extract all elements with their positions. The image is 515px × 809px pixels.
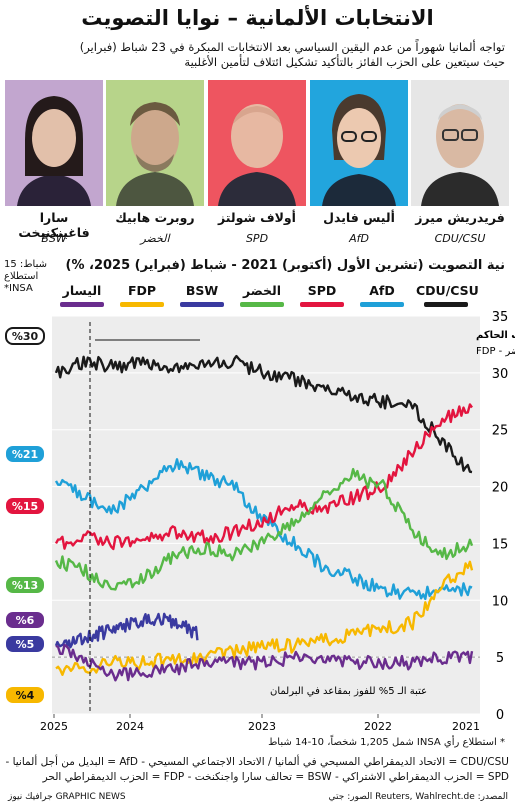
chart-title: نية التصويت (تشرين الأول (أكتوبر) 2021 -… (65, 258, 506, 273)
x-axis-ticks: 2021 2022 2023 2024 2025 (40, 714, 480, 733)
abbreviations-line-1: CDU/CSU = الاتحاد الديمقراطي المسيحي في … (5, 756, 509, 768)
candidate-photo-habeck (106, 80, 204, 206)
source-credit: المصدر: Reuters, Wahlrecht.de الصور: جتي (328, 792, 508, 802)
series-line-left (55, 643, 474, 682)
candidate-photo-wagenknecht (5, 80, 103, 206)
y-tick-label: 0 (496, 708, 504, 723)
series-line-green (54, 467, 474, 591)
candidate-photo-weidel (310, 80, 408, 206)
candidate-photo-merz (411, 80, 509, 206)
legend-swatch-bsw (180, 302, 224, 307)
legend-swatch-afd (360, 302, 404, 307)
subtitle-line-2: حيث سيتعين على الحزب الفائز بالتأكيد تشك… (184, 55, 505, 69)
latest-value-labels: %30 %21 %15 %13 %6 %5 %4 (5, 327, 45, 703)
series-line-bsw (54, 612, 199, 649)
x-tick-label: 2021 (452, 720, 480, 733)
x-tick-label: 2024 (116, 720, 144, 733)
footnote: * استطلاع رأي INSA شمل 1,205 شخصاً، 10-1… (268, 737, 505, 748)
latest-label-left: %6 (16, 614, 35, 627)
latest-badge-bsw (6, 636, 44, 652)
latest-badge-spd (6, 498, 44, 514)
latest-label-spd: %15 (12, 500, 38, 513)
legend-label-fdp: FDP (127, 283, 157, 298)
x-tick-label: 2022 (364, 720, 392, 733)
y-tick-label: 10 (492, 594, 509, 609)
candidate-name-merz: فريدريش ميرز (415, 210, 505, 225)
candidate-party-merz: CDU/CSU (434, 232, 486, 245)
legend-swatch-cdu (424, 302, 468, 307)
y-tick-label: 20 (492, 481, 509, 496)
latest-label-bsw: %5 (16, 638, 35, 651)
brand-credit: جرافيك نيوز GRAPHIC NEWS (8, 792, 126, 802)
series-line-afd (54, 458, 473, 601)
y-tick-label: 5 (496, 651, 504, 666)
legend-swatch-green (240, 302, 284, 307)
legend-label-green: الخضر (242, 283, 282, 298)
candidate-name-scholz: أولاف شولتز (218, 210, 296, 225)
latest-label-fdp: %4 (16, 689, 35, 702)
legend-label-cdu: CDU/CSU (416, 283, 479, 298)
legend-swatch-spd (300, 302, 344, 307)
candidate-name-wagenknecht: سارا فاغينكنيخت (18, 210, 90, 240)
latest-badge-fdp (6, 687, 44, 703)
x-tick-label: 2023 (248, 720, 276, 733)
candidate-name-weidel: أليس فايدل (323, 210, 395, 225)
candidate-photo-scholz (208, 80, 306, 206)
page-title: الانتخابات الألمانية – نوايا التصويت (81, 6, 434, 30)
legend-label-bsw: BSW (185, 283, 219, 298)
gridlines (52, 315, 480, 715)
latest-label-afd: %21 (12, 448, 38, 461)
legend-swatch-left (60, 302, 104, 307)
candidate-name-habeck: روبرت هابيك (115, 210, 195, 225)
series-lines (54, 354, 474, 682)
latest-label-cdu: %30 (12, 330, 39, 343)
legend-swatch-fdp (120, 302, 164, 307)
legend-label-spd: SPD (307, 283, 337, 298)
candidate-party-scholz: SPD (245, 232, 269, 245)
series-line-spd (54, 403, 473, 551)
latest-badge-afd (6, 446, 44, 462)
insa-note: 15 شباط: استطلاع *INSA (4, 259, 47, 294)
y-tick-label: 35 (492, 310, 509, 325)
series-line-cdu (54, 354, 473, 474)
y-tick-label: 30 (492, 367, 509, 382)
annotation-collapse-line-1: 6 تشرين الثاني (نوفمبر) 2024: انهيار الا… (476, 330, 515, 341)
latest-label-green: %13 (12, 579, 38, 592)
candidate-party-habeck: الخضر (140, 232, 170, 245)
legend-label-left: اليسار (62, 283, 102, 298)
x-tick-label: 2025 (40, 720, 68, 733)
threshold-annotation: عتبة الـ 5% للفوز بمقاعد في البرلمان (270, 686, 427, 697)
latest-badge-cdu (5, 327, 45, 345)
y-axis-ticks: 0 5 10 15 20 25 30 35 (492, 310, 509, 723)
y-tick-label: 15 (492, 537, 509, 552)
annotation-collapse-line-2: المكون من ثلاثة أحزاب SPD - الخضر - FDP (476, 344, 515, 357)
latest-badge-left (6, 612, 44, 628)
abbreviations: CDU/CSU = الاتحاد الديمقراطي المسيحي في … (4, 755, 509, 785)
candidate-party-weidel: AfD (349, 232, 369, 245)
subtitle-line-1: تواجه ألمانيا شهوراً من عدم اليقين السيا… (79, 40, 505, 54)
series-line-fdp (55, 560, 474, 676)
legend-label-afd: AfD (369, 283, 395, 298)
latest-badge-green (6, 577, 44, 593)
candidate-party-wagenknecht: BSW (41, 232, 67, 245)
abbreviations-line-2: SPD = الحزب الديمقراطي الاشتراكي - BSW =… (42, 771, 509, 783)
subtitle: تواجه ألمانيا شهوراً من عدم اليقين السيا… (10, 40, 505, 70)
y-tick-label: 25 (492, 424, 509, 439)
